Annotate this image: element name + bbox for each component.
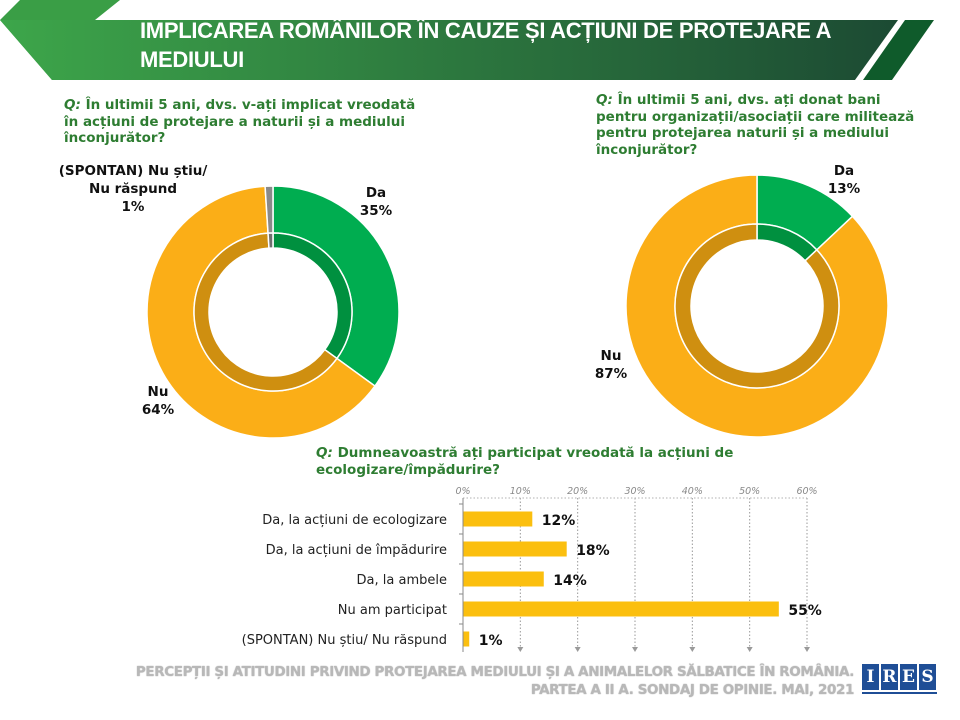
gridline-arrow-icon <box>632 647 638 652</box>
logo-letter-s: S <box>919 664 936 690</box>
bar-value-label: 1% <box>479 633 503 649</box>
footer-text: PERCEPȚII ȘI ATITUDINI PRIVIND PROTEJARE… <box>136 663 854 699</box>
donut1-label-dk-value: 1% <box>121 199 145 215</box>
donut1-label-dk-name: (SPONTAN) Nu știu/ Nu răspund <box>58 163 208 197</box>
gridline-arrow-icon <box>804 647 810 652</box>
header-banner <box>0 0 934 80</box>
x-tick-label: 40% <box>682 486 703 497</box>
donut2-slice-inner-1 <box>674 223 840 389</box>
question-2: Q: În ultimii 5 ani, dvs. ați donat bani… <box>596 92 936 158</box>
bar <box>463 511 533 527</box>
gridline-arrow-icon <box>746 647 753 652</box>
question-3: Q: Dumneavoastră ați participat vreodată… <box>316 445 736 478</box>
page-title: IMPLICAREA ROMÂNILOR ÎN CAUZE ȘI ACȚIUNI… <box>140 18 831 72</box>
ires-logo: I R E S <box>862 664 937 696</box>
question-2-text: În ultimii 5 ani, dvs. ați donat bani pe… <box>596 92 915 158</box>
donut1-slice-inner-2 <box>267 232 274 249</box>
donut1-label-dk: (SPONTAN) Nu știu/ Nu răspund 1% <box>58 162 208 216</box>
question-1-text: În ultimii 5 ani, dvs. v-ați implicat vr… <box>64 97 416 146</box>
category-label: Da, la ambele <box>357 573 447 588</box>
footer-line-1: PERCEPȚII ȘI ATITUDINI PRIVIND PROTEJARE… <box>135 664 854 680</box>
bar <box>463 601 779 617</box>
logo-letter-i: I <box>862 664 879 690</box>
donut2-label-nu-value: 87% <box>594 366 628 382</box>
x-tick-label: 0% <box>455 486 470 497</box>
gridline-arrow-icon <box>517 647 524 652</box>
donut2-label-nu: Nu 87% <box>589 347 633 383</box>
donut1-label-nu-value: 64% <box>141 402 175 418</box>
donut2-label-da: Da 13% <box>822 162 866 198</box>
footer-line-2: PARTEA A II A. SONDAJ DE OPINIE. MAI, 20… <box>530 682 855 698</box>
bar-value-label: 12% <box>542 513 576 529</box>
question-1: Q: În ultimii 5 ani, dvs. v-ați implicat… <box>64 97 434 147</box>
category-label: Da, la acțiuni de împădurire <box>266 543 447 558</box>
donut1-label-nu-name: Nu <box>147 384 169 400</box>
category-label: Nu am participat <box>338 603 447 618</box>
banner-body <box>0 20 898 80</box>
x-tick-label: 10% <box>510 486 531 497</box>
donut2-label-da-name: Da <box>833 163 855 179</box>
bar <box>463 571 544 587</box>
question-3-prefix: Q: <box>316 445 333 461</box>
x-tick-label: 30% <box>624 486 645 497</box>
bar <box>463 541 567 557</box>
donut2-label-nu-name: Nu <box>600 348 622 364</box>
logo-letter-e: E <box>900 664 917 690</box>
question-3-text: Dumneavoastră ați participat vreodată la… <box>316 445 734 478</box>
gridline-arrow-icon <box>574 647 581 652</box>
bar <box>463 631 470 647</box>
bar-value-label: 18% <box>576 543 610 559</box>
category-label: (SPONTAN) Nu știu/ Nu răspund <box>242 633 447 648</box>
question-1-prefix: Q: <box>64 97 81 113</box>
donut1-label-da-name: Da <box>365 185 387 201</box>
category-label: Da, la acțiuni de ecologizare <box>262 513 447 528</box>
donut1-label-da-value: 35% <box>359 203 393 219</box>
donut1-label-nu: Nu 64% <box>136 383 180 419</box>
donut1-label-da: Da 35% <box>354 184 398 220</box>
x-tick-label: 60% <box>796 486 817 497</box>
logo-underline <box>862 692 937 694</box>
x-tick-label: 50% <box>739 486 760 497</box>
logo-letter-r: R <box>881 664 898 690</box>
bar-value-label: 14% <box>553 573 587 589</box>
gridline-arrow-icon <box>689 647 696 652</box>
banner-stripe <box>863 20 934 80</box>
x-tick-label: 20% <box>567 486 588 497</box>
question-2-prefix: Q: <box>596 92 613 108</box>
donut2-label-da-value: 13% <box>827 181 861 197</box>
bar-value-label: 55% <box>788 603 822 619</box>
